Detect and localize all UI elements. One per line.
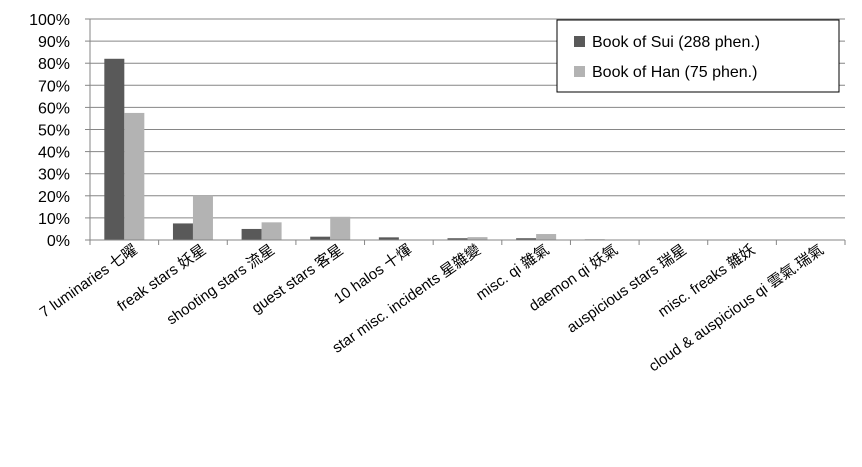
bar-book-of-sui [378,237,399,240]
y-tick-label: 90% [38,34,70,51]
bar-book-of-sui [172,223,193,240]
legend-label-sui: Book of Sui (288 phen.) [592,34,760,51]
bar-book-of-han [192,195,213,240]
y-tick-label: 0% [47,233,70,250]
legend-swatch-sui [574,36,585,47]
bar-book-of-han [330,216,351,240]
y-tick-label: 50% [38,123,70,140]
bar-book-of-han [124,112,145,240]
bar-book-of-han [536,234,557,240]
y-tick-label: 100% [29,12,70,29]
bar-book-of-sui [104,58,125,240]
legend-box [556,19,840,93]
y-tick-label: 70% [38,78,70,95]
x-tick-label: auspicious stars 瑞星 [564,241,690,336]
legend: Book of Sui (288 phen.) Book of Han (75 … [556,19,840,93]
y-tick-label: 20% [38,189,70,206]
bar-book-of-sui [447,238,468,240]
legend-swatch-han [574,66,585,77]
y-tick-label: 10% [38,211,70,228]
bar-book-of-sui [310,236,331,240]
bar-book-of-sui [241,228,262,240]
axes [89,19,846,245]
y-tick-label: 30% [38,167,70,184]
bars [104,58,605,240]
y-tick-label: 40% [38,145,70,162]
bar-book-of-han [467,237,488,240]
bar-book-of-sui [516,238,537,240]
bar-book-of-han [261,222,282,240]
legend-label-han: Book of Han (75 phen.) [592,64,757,81]
y-tick-label: 60% [38,100,70,117]
y-axis-ticks: 0% 10% 20% 30% 40% 50% 60% 70% 80% 90% 100% [29,12,90,250]
gridlines [90,18,845,219]
y-tick-label: 80% [38,56,70,73]
